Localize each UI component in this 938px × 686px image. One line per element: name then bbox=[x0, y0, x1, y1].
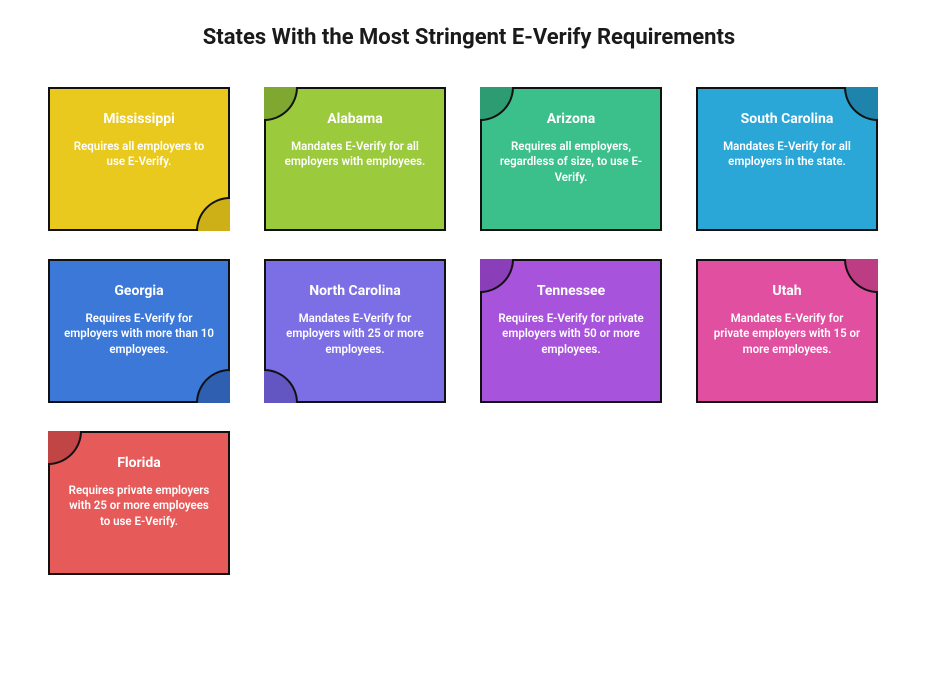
state-desc: Requires all employers, regardless of si… bbox=[496, 139, 646, 186]
state-label: Tennessee bbox=[537, 283, 605, 299]
note-alabama: Alabama Mandates E-Verify for all employ… bbox=[264, 87, 446, 231]
state-label: South Carolina bbox=[741, 111, 834, 127]
curl-icon bbox=[844, 87, 878, 121]
curl-icon bbox=[264, 369, 298, 403]
state-label: North Carolina bbox=[309, 283, 401, 299]
state-desc: Requires private employers with 25 or mo… bbox=[64, 483, 214, 530]
state-desc: Requires all employers to use E-Verify. bbox=[64, 139, 214, 170]
curl-icon bbox=[480, 259, 514, 293]
note-georgia: Georgia Requires E-Verify for employers … bbox=[48, 259, 230, 403]
note-florida: Florida Requires private employers with … bbox=[48, 431, 230, 575]
state-desc: Mandates E-Verify for employers with 25 … bbox=[280, 311, 430, 358]
curl-icon bbox=[844, 259, 878, 293]
page-title: States With the Most Stringent E-Verify … bbox=[0, 0, 938, 61]
state-desc: Mandates E-Verify for private employers … bbox=[712, 311, 862, 358]
note-south-carolina: South Carolina Mandates E-Verify for all… bbox=[696, 87, 878, 231]
note-utah: Utah Mandates E-Verify for private emplo… bbox=[696, 259, 878, 403]
curl-icon bbox=[196, 369, 230, 403]
curl-icon bbox=[48, 431, 82, 465]
note-north-carolina: North Carolina Mandates E-Verify for emp… bbox=[264, 259, 446, 403]
state-label: Arizona bbox=[547, 111, 596, 127]
curl-icon bbox=[480, 87, 514, 121]
state-label: Mississippi bbox=[103, 111, 175, 127]
state-label: Florida bbox=[117, 455, 161, 471]
curl-icon bbox=[264, 87, 298, 121]
curl-icon bbox=[196, 197, 230, 231]
note-mississippi: Mississippi Requires all employers to us… bbox=[48, 87, 230, 231]
state-label: Georgia bbox=[114, 283, 163, 299]
state-label: Utah bbox=[772, 283, 801, 299]
notes-grid: Mississippi Requires all employers to us… bbox=[0, 61, 938, 595]
state-desc: Mandates E-Verify for all employers in t… bbox=[712, 139, 862, 170]
state-desc: Requires E-Verify for employers with mor… bbox=[64, 311, 214, 358]
state-label: Alabama bbox=[327, 111, 383, 127]
note-arizona: Arizona Requires all employers, regardle… bbox=[480, 87, 662, 231]
note-tennessee: Tennessee Requires E-Verify for private … bbox=[480, 259, 662, 403]
state-desc: Requires E-Verify for private employers … bbox=[496, 311, 646, 358]
state-desc: Mandates E-Verify for all employers with… bbox=[280, 139, 430, 170]
